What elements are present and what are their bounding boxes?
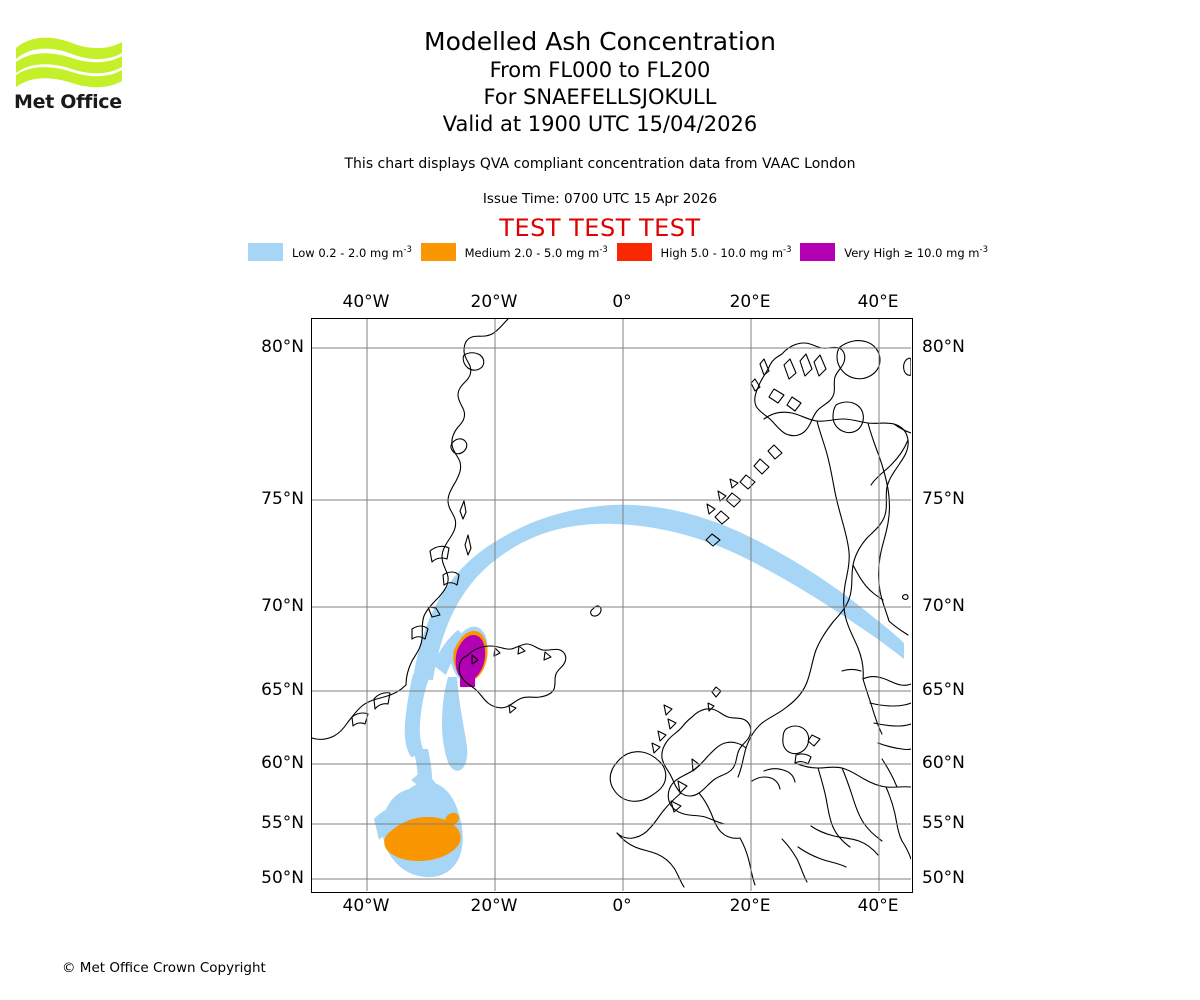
met-office-logo: Met Office (14, 30, 124, 115)
legend-high-unit: mg m (749, 245, 784, 260)
axis-top-tick-0: 0° (612, 292, 632, 312)
legend-low-range: 0.2 - 2.0 (318, 245, 367, 260)
legend-swatch-high (616, 243, 652, 261)
axis-right-tick-50n: 50°N (922, 868, 965, 888)
axis-bottom-tick-20w: 20°W (470, 896, 518, 916)
legend-label-low: Low 0.2 - 2.0 mg m-3 (292, 245, 412, 260)
legend-item-medium: Medium 2.0 - 5.0 mg m-3 (420, 242, 608, 262)
ash-concentration-map[interactable] (311, 318, 913, 893)
legend-item-low: Low 0.2 - 2.0 mg m-3 (248, 242, 412, 262)
concentration-legend: Low 0.2 - 2.0 mg m-3 Medium 2.0 - 5.0 mg… (248, 242, 988, 262)
legend-very-high-exponent: -3 (979, 244, 988, 255)
flight-level-subtitle: From FL000 to FL200 (489, 58, 711, 82)
axis-left-tick-70n: 70°N (261, 596, 304, 616)
axis-top-tick-40e: 40°E (857, 292, 899, 312)
legend-item-high: High 5.0 - 10.0 mg m-3 (616, 242, 792, 262)
axis-bottom-tick-40w: 40°W (342, 896, 390, 916)
legend-very-high-prefix: Very High (844, 245, 900, 260)
legend-swatch-very-high (800, 243, 836, 261)
legend-medium-exponent: -3 (599, 244, 608, 255)
valid-time-subtitle: Valid at 1900 UTC 15/04/2026 (442, 112, 758, 136)
legend-very-high-unit: mg m (946, 245, 980, 260)
axis-right-tick-60n: 60°N (922, 753, 965, 773)
axis-top-tick-40w: 40°W (342, 292, 390, 312)
legend-low-exponent: -3 (403, 244, 412, 255)
qva-note: This chart displays QVA compliant concen… (344, 156, 856, 172)
axis-right-tick-55n: 55°N (922, 813, 965, 833)
legend-very-high-range: ≥ 10.0 (903, 245, 943, 260)
met-office-wave-icon (16, 37, 122, 88)
copyright-footer: © Met Office Crown Copyright (62, 960, 266, 976)
legend-swatch-medium (420, 243, 456, 261)
legend-high-prefix: High (660, 245, 687, 260)
axis-right-tick-75n: 75°N (922, 489, 965, 509)
met-office-logo-text: Met Office (14, 91, 122, 113)
axis-left-tick-80n: 80°N (261, 337, 304, 357)
axis-bottom-tick-40e: 40°E (857, 896, 899, 916)
axis-left-tick-50n: 50°N (261, 868, 304, 888)
legend-medium-unit: mg m (565, 245, 600, 260)
legend-label-very-high: Very High ≥ 10.0 mg m-3 (844, 245, 988, 260)
map-canvas (312, 319, 911, 891)
axis-top-tick-20e: 20°E (729, 292, 771, 312)
legend-high-exponent: -3 (783, 244, 792, 255)
legend-label-high: High 5.0 - 10.0 mg m-3 (661, 245, 792, 260)
axis-bottom-tick-20e: 20°E (729, 896, 771, 916)
issue-time: Issue Time: 0700 UTC 15 Apr 2026 (482, 191, 718, 207)
volcano-subtitle: For SNAEFELLSJOKULL (483, 85, 717, 109)
page-title: Modelled Ash Concentration (424, 27, 776, 56)
axis-left-tick-55n: 55°N (261, 813, 304, 833)
axis-left-tick-75n: 75°N (261, 489, 304, 509)
legend-low-prefix: Low (292, 245, 315, 260)
axis-right-tick-65n: 65°N (922, 680, 965, 700)
legend-low-unit: mg m (370, 245, 404, 260)
chart-title-block: Modelled Ash Concentration From FL000 to… (0, 26, 1200, 138)
axis-left-tick-65n: 65°N (261, 680, 304, 700)
legend-swatch-low (248, 243, 283, 261)
legend-high-range: 5.0 - 10.0 (690, 245, 746, 260)
test-banner: TEST TEST TEST (499, 214, 701, 242)
map-gridlines (312, 319, 911, 891)
axis-bottom-tick-0: 0° (612, 896, 632, 916)
legend-label-medium: Medium 2.0 - 5.0 mg m-3 (465, 245, 608, 260)
legend-medium-prefix: Medium (464, 245, 511, 260)
axis-top-tick-20w: 20°W (470, 292, 518, 312)
axis-left-tick-60n: 60°N (261, 753, 304, 773)
axis-right-tick-80n: 80°N (922, 337, 965, 357)
legend-item-very-high: Very High ≥ 10.0 mg m-3 (800, 242, 988, 262)
axis-right-tick-70n: 70°N (922, 596, 965, 616)
legend-medium-range: 2.0 - 5.0 (514, 245, 563, 260)
